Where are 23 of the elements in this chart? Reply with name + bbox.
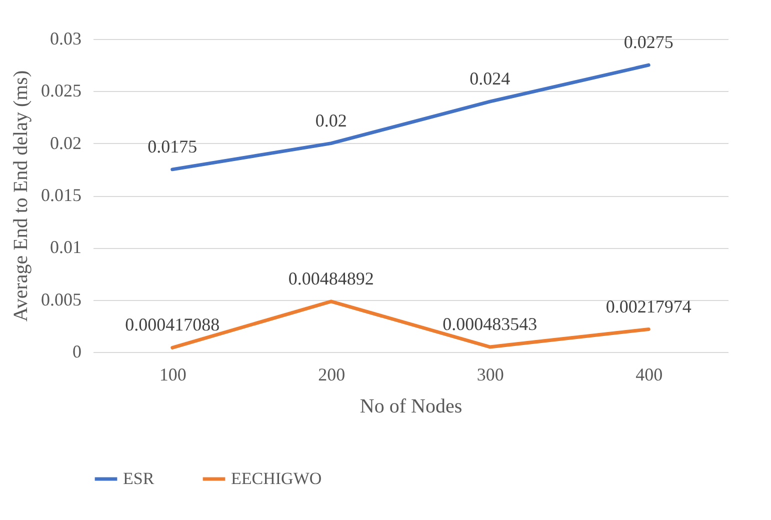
x-tick-label: 100: [159, 364, 186, 384]
data-label: 0.02: [315, 110, 347, 130]
data-label: 0.000483543: [442, 314, 538, 334]
y-tick-label: 0.015: [41, 185, 82, 205]
x-tick-label: 200: [318, 364, 346, 384]
data-label: 0.0175: [148, 136, 198, 156]
y-tick-label: 0: [72, 342, 82, 362]
y-tick-label: 0.02: [50, 132, 82, 153]
y-axis-title: Average End to End delay (ms): [10, 70, 32, 322]
y-tick-label: 0.025: [41, 80, 82, 101]
data-label: 0.00217974: [606, 296, 692, 316]
y-tick-label: 0.005: [41, 289, 82, 310]
data-label: 0.00484892: [288, 268, 374, 288]
x-tick-label: 300: [476, 364, 504, 384]
legend-label: ESR: [123, 469, 155, 488]
data-label: 0.024: [470, 68, 510, 89]
legend-label: EECHIGWO: [231, 469, 322, 488]
y-tick-label: 0.03: [50, 28, 82, 48]
x-axis-title: No of Nodes: [360, 396, 462, 418]
data-label: 0.0275: [624, 32, 674, 52]
data-label: 0.000417088: [125, 314, 220, 335]
x-tick-label: 400: [636, 364, 663, 384]
y-tick-label: 0.01: [50, 237, 82, 258]
